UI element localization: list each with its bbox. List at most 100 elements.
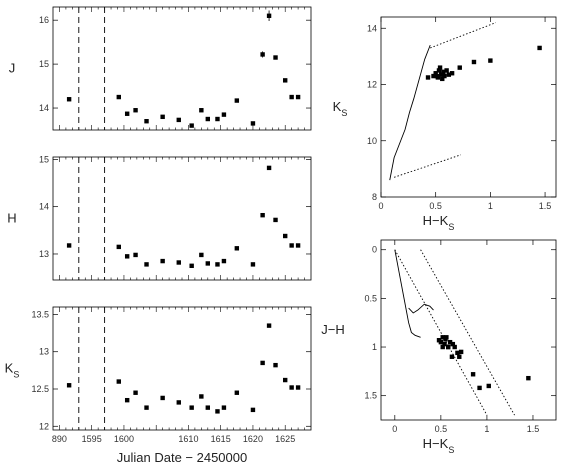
reddening-band-line bbox=[394, 249, 488, 416]
data-point bbox=[295, 385, 301, 390]
x-axis-label: Julian Date − 2450000 bbox=[117, 450, 247, 465]
data-point bbox=[66, 243, 72, 248]
data-point bbox=[488, 58, 493, 63]
data-point bbox=[446, 72, 452, 77]
data-point bbox=[199, 394, 204, 399]
data-point bbox=[471, 59, 477, 65]
data-point bbox=[283, 78, 288, 83]
x-tick-label: 1625 bbox=[275, 434, 295, 444]
data-point bbox=[437, 65, 443, 70]
x-axis-label: H−KS bbox=[423, 213, 455, 232]
data-point bbox=[205, 116, 210, 122]
data-point bbox=[289, 94, 294, 100]
y-tick-label: 1.5 bbox=[364, 391, 377, 401]
y-tick-label: 0 bbox=[372, 245, 377, 255]
data-point bbox=[160, 258, 165, 264]
data-point bbox=[215, 409, 220, 414]
x-tick-label: 1610 bbox=[178, 434, 198, 444]
data-point bbox=[215, 116, 220, 122]
data-point bbox=[260, 212, 265, 218]
data-point bbox=[176, 260, 181, 265]
data-point bbox=[144, 119, 149, 124]
main-sequence-line bbox=[389, 44, 431, 181]
data-point bbox=[283, 233, 288, 239]
x-tick-label: 0.5 bbox=[429, 201, 442, 211]
data-point bbox=[537, 45, 542, 51]
data-point bbox=[434, 73, 439, 79]
x-tick-label: 0 bbox=[378, 201, 383, 211]
y-tick-label: 12 bbox=[39, 421, 49, 431]
data-point bbox=[449, 71, 455, 76]
data-point bbox=[189, 405, 194, 410]
y-tick-label: 1 bbox=[372, 342, 377, 352]
x-tick-label: 1595 bbox=[82, 434, 102, 444]
data-point bbox=[266, 323, 272, 328]
data-point bbox=[250, 262, 256, 267]
data-point bbox=[116, 94, 121, 100]
data-point bbox=[450, 341, 456, 347]
x-axis-label: H−KS bbox=[423, 436, 455, 455]
data-point bbox=[199, 252, 204, 258]
plot-frame bbox=[52, 156, 312, 281]
data-point bbox=[273, 217, 278, 223]
data-point bbox=[295, 243, 301, 248]
data-point bbox=[441, 69, 446, 75]
data-point bbox=[436, 68, 442, 73]
x-tick-label: 1615 bbox=[211, 434, 231, 444]
plot-frame bbox=[380, 16, 557, 198]
data-point bbox=[431, 73, 436, 79]
x-tick-label: 0 bbox=[392, 424, 397, 434]
light-curve-h-panel: 13 14 15 H bbox=[7, 154, 312, 281]
data-point bbox=[455, 350, 460, 356]
y-axis-label: J bbox=[9, 61, 16, 76]
y-tick-label: 15 bbox=[39, 154, 49, 164]
color-color-panel: 0 0.5 1 1.5 0 0.5 1 1.5 J−H H−KS bbox=[321, 239, 557, 455]
data-point bbox=[144, 262, 149, 267]
x-tick-label: 1 bbox=[484, 424, 489, 434]
data-point bbox=[133, 252, 138, 258]
light-curve-ks-panel: 12 12.5 13 13.5 890 1595 1600 1610 1615 1620 1625 K… bbox=[5, 306, 312, 465]
data-point bbox=[250, 407, 256, 413]
data-point bbox=[425, 75, 431, 80]
x-tick-label: 1.5 bbox=[539, 201, 552, 211]
data-point bbox=[458, 349, 464, 355]
dwarf-track-line bbox=[394, 249, 421, 338]
data-point bbox=[189, 263, 194, 269]
data-point bbox=[116, 379, 121, 384]
x-tick-label: 1620 bbox=[243, 434, 263, 444]
data-point bbox=[234, 98, 240, 103]
light-curve-j-panel: 14 15 16 J bbox=[9, 6, 312, 131]
y-tick-label: 8 bbox=[372, 192, 377, 202]
data-point bbox=[66, 383, 72, 388]
data-point bbox=[160, 114, 165, 120]
data-point bbox=[442, 73, 447, 79]
data-point bbox=[457, 65, 462, 70]
data-point bbox=[176, 117, 181, 123]
y-axis-label: H bbox=[7, 211, 16, 226]
y-axis-label: KS bbox=[5, 361, 20, 380]
data-point bbox=[124, 397, 130, 403]
y-axis-label: J−H bbox=[321, 322, 344, 337]
x-tick-label: 1600 bbox=[114, 434, 134, 444]
data-point bbox=[444, 68, 449, 73]
data-point bbox=[447, 339, 453, 345]
y-tick-label: 16 bbox=[39, 15, 49, 25]
data-point bbox=[160, 395, 165, 401]
y-tick-label: 14 bbox=[39, 103, 49, 113]
data-point bbox=[66, 97, 72, 102]
reddening-line bbox=[430, 22, 497, 49]
data-point bbox=[205, 261, 210, 266]
plot-frame bbox=[380, 239, 557, 421]
data-point bbox=[250, 121, 256, 126]
data-point bbox=[440, 335, 445, 340]
data-point bbox=[234, 390, 240, 395]
data-point bbox=[133, 390, 138, 395]
data-point bbox=[124, 254, 130, 259]
x-tick-label: 0.5 bbox=[435, 424, 448, 434]
data-point bbox=[199, 108, 204, 113]
data-point bbox=[438, 72, 444, 77]
data-point bbox=[283, 377, 288, 383]
y-tick-label: 12 bbox=[367, 80, 377, 90]
data-point bbox=[452, 344, 457, 350]
reddening-band-line bbox=[420, 249, 515, 416]
